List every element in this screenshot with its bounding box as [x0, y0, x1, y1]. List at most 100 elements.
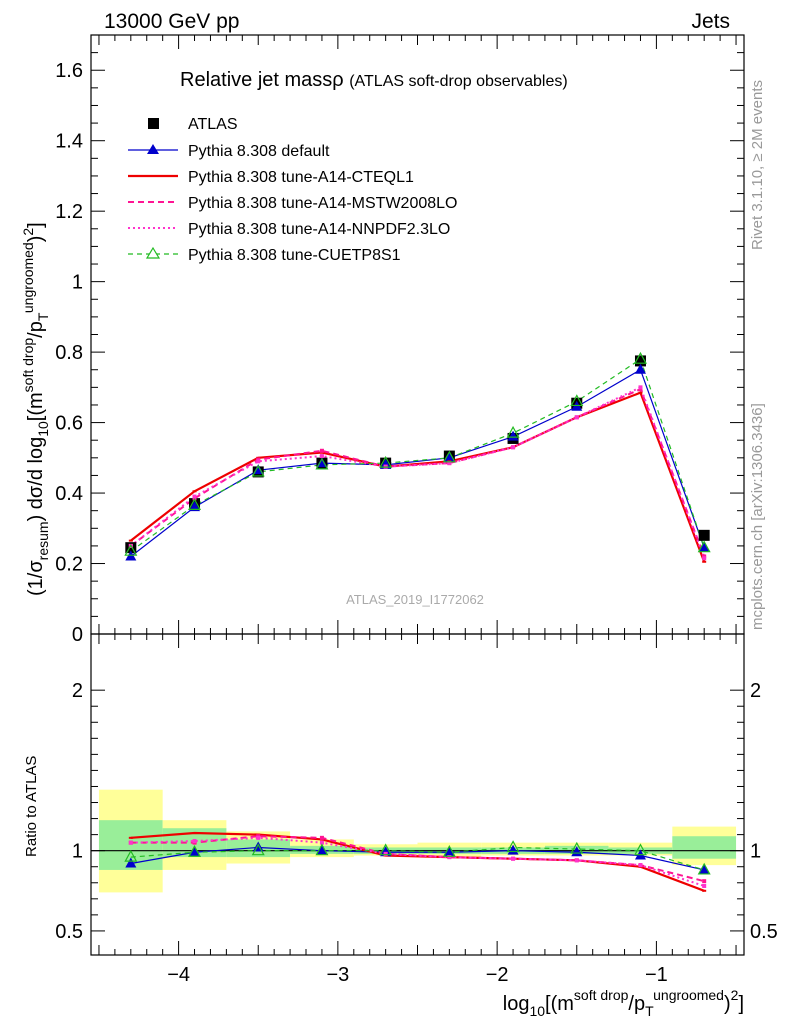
- ratio-series-point-3-3: [319, 840, 324, 845]
- main-series-point-4-6: [506, 425, 520, 438]
- ratio-y-axis-label: Ratio to ATLAS: [23, 756, 40, 857]
- ratio-series-point-3-6: [511, 856, 516, 861]
- header-left: 13000 GeV pp: [104, 10, 239, 33]
- main-series-point-4-5: [442, 450, 456, 463]
- main-series-point-3-9: [702, 556, 707, 561]
- ratio-series-point-4-4: [379, 843, 393, 856]
- ratio-y-tick-label-right: 2: [750, 680, 761, 702]
- main-y-tick-label: 0: [72, 624, 83, 646]
- ratio-series-point-4-2: [251, 843, 265, 856]
- main-series-point-4-3: [315, 457, 329, 470]
- legend-label-atlas: ATLAS: [188, 116, 238, 133]
- main-y-tick-label: 1.2: [55, 201, 83, 223]
- main-series-line-1: [130, 391, 706, 563]
- main-series-point-3-3: [319, 454, 324, 459]
- ratio-series-point-2-9: [702, 879, 707, 884]
- side-label-rivet: Rivet 3.1.10, ≥ 2M events: [749, 80, 766, 250]
- legend-label-cuetp8s1: Pythia 8.308 tune-CUETP8S1: [188, 247, 401, 264]
- main-series-point-4-9: [697, 540, 711, 553]
- ratio-series-point-2-3: [319, 835, 324, 840]
- ratio-series-point-4-6: [506, 840, 520, 853]
- ratio-y-tick-label-left: 0.5: [55, 921, 83, 943]
- header-right: Jets: [691, 10, 730, 33]
- main-series-point-0-4: [380, 458, 392, 469]
- ratio-series-point-3-7: [574, 858, 579, 863]
- ratio-series-line-4: [130, 846, 705, 871]
- main-series-point-0-6: [507, 430, 519, 441]
- ratio-series-point-0-9: [698, 863, 710, 874]
- watermark: ATLAS_2019_I1772062: [346, 592, 484, 607]
- main-series-point-4-0: [124, 543, 138, 556]
- ratio-series-point-0-1: [189, 846, 201, 857]
- chart-subtitle: (ATLAS soft-drop observables): [349, 73, 567, 90]
- main-y-axis-label: (1/σresum) dσ/d log10[(msoft drop/pTungr…: [20, 222, 51, 596]
- main-y-tick-label: 1: [72, 272, 83, 294]
- ratio-series-point-0-7: [571, 846, 583, 857]
- ratio-series-point-0-4: [380, 846, 392, 857]
- legend-label-cteql1: Pythia 8.308 tune-A14-CTEQL1: [188, 169, 414, 186]
- ratio-plot-frame: [90, 633, 745, 956]
- ratio-series-point-3-5: [447, 855, 452, 860]
- main-series-point-4-2: [251, 464, 265, 477]
- x-tick-label: −4: [167, 964, 190, 986]
- main-series-point-0-5: [443, 451, 455, 462]
- legend-label-default: Pythia 8.308 default: [188, 143, 330, 160]
- main-series-point-3-1: [192, 494, 197, 499]
- ratio-series-point-3-0: [128, 840, 133, 845]
- ratio-series-point-0-3: [316, 844, 328, 855]
- series-markers: [124, 351, 711, 892]
- ratio-series-point-4-5: [442, 845, 456, 857]
- main-y-tick-label: 1.4: [55, 131, 83, 153]
- main-y-tick-label: 1.6: [55, 60, 83, 82]
- axes: [90, 34, 745, 956]
- main-series-point-2-3: [319, 448, 324, 453]
- main-y-tick-label: 0.2: [55, 554, 83, 576]
- legend-label-mstw: Pythia 8.308 tune-A14-MSTW2008LO: [188, 195, 457, 212]
- ratio-series-line-3: [130, 836, 705, 887]
- main-series-point-4-7: [570, 394, 584, 407]
- legend-marker-default: [147, 144, 159, 154]
- main-series-point-0-1: [189, 501, 201, 512]
- main-y-tick-label: 0.8: [55, 342, 83, 364]
- main-y-tick-label: 0.6: [55, 413, 83, 435]
- ratio-series-point-3-2: [256, 835, 261, 840]
- ratio-series-point-4-8: [633, 843, 647, 856]
- main-series-point-0-9: [698, 541, 710, 552]
- main-series-point-0-8: [634, 363, 646, 374]
- ratio-y-tick-label-right: 1: [750, 841, 761, 863]
- main-series-line-3: [130, 385, 706, 559]
- legend-label-nnpdf: Pythia 8.308 tune-A14-NNPDF2.3LO: [188, 221, 450, 238]
- chart-title: Relative jet massρ (ATLAS soft-drop obse…: [180, 69, 568, 91]
- ratio-series-point-0-5: [443, 846, 455, 857]
- ratio-y-tick-label-left: 2: [72, 680, 83, 702]
- x-tick-label: −2: [486, 964, 509, 986]
- x-axis-label: log10[(msoft drop/pTungroomed)2]: [503, 987, 744, 1019]
- ratio-series-point-4-9: [697, 862, 711, 875]
- ratio-series-point-0-0: [125, 857, 137, 868]
- main-y-tick-label: 0.4: [55, 483, 83, 505]
- ratio-series-point-3-4: [383, 851, 388, 856]
- ratio-y-tick-label-right: 0.5: [750, 921, 778, 943]
- x-tick-label: −1: [645, 964, 668, 986]
- tick-labels: 0 0.2 0.4 0.6 0.8 1 1.2 1.4 1.6 0.5 0.5 1 1 2 2 −4 −3 −2 −…: [55, 60, 778, 986]
- ratio-series-line-0: [130, 846, 705, 871]
- main-series-point-4-4: [379, 455, 393, 468]
- chart-title-main: Relative jet massρ: [180, 69, 344, 91]
- ratio-series-point-0-6: [507, 844, 519, 855]
- x-tick-label: −3: [326, 964, 349, 986]
- ratio-series-point-3-8: [638, 863, 643, 868]
- ratio-series-point-4-7: [570, 841, 584, 854]
- main-series-point-3-2: [256, 459, 261, 464]
- legend: ATLAS Pythia 8.308 default Pythia 8.308 …: [128, 116, 457, 264]
- ratio-series-point-3-9: [702, 883, 707, 888]
- main-series-point-3-7: [574, 415, 579, 420]
- atlas-point-8: [634, 355, 646, 367]
- ratio-band-green-9: [672, 836, 737, 859]
- main-series-line-2: [130, 387, 706, 557]
- ratio-series-point-4-1: [188, 845, 202, 857]
- legend-marker-cuetp8s1: [145, 246, 161, 259]
- legend-atlas-marker: [148, 118, 159, 129]
- ratio-y-tick-label-left: 1: [72, 841, 83, 863]
- series-lines: [130, 358, 706, 892]
